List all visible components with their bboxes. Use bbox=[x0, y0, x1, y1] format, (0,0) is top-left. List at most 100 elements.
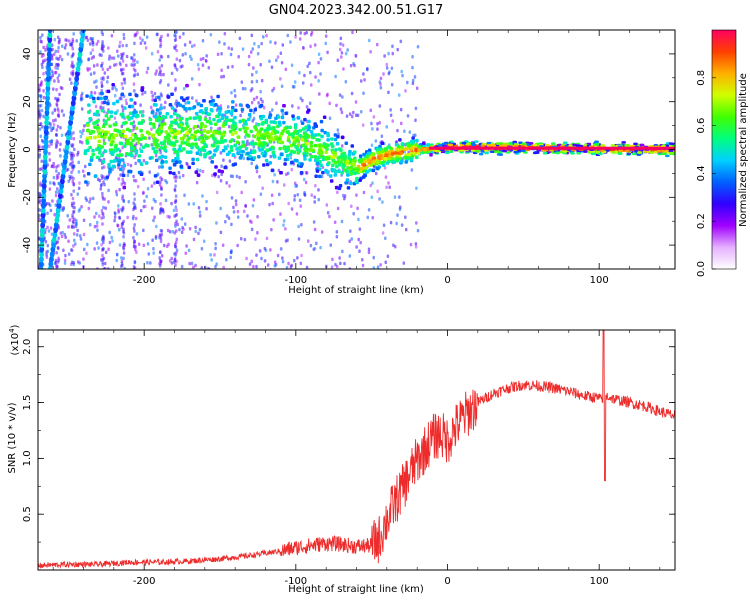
heat-cell bbox=[101, 40, 104, 44]
heat-cell bbox=[252, 66, 255, 70]
heat-cell bbox=[366, 67, 369, 71]
heat-cell bbox=[367, 208, 371, 212]
snr-y-axis-label: SNR (10 * v/v) bbox=[7, 402, 18, 473]
heat-cell bbox=[159, 69, 162, 73]
heat-cell bbox=[196, 102, 201, 106]
diagonal-streak-cell bbox=[49, 256, 54, 263]
heat-cell bbox=[130, 153, 134, 158]
heat-cell bbox=[317, 60, 320, 65]
heat-cell bbox=[395, 221, 398, 226]
heat-cell bbox=[126, 162, 130, 167]
heat-cell bbox=[250, 80, 254, 84]
heat-cell bbox=[80, 107, 84, 111]
heat-cell bbox=[371, 168, 376, 173]
heat-cell bbox=[352, 167, 357, 171]
diagonal-streak-cell bbox=[39, 236, 45, 243]
heat-cell bbox=[60, 109, 64, 113]
heat-cell bbox=[330, 137, 334, 141]
heat-cell bbox=[158, 80, 162, 85]
heat-cell bbox=[289, 40, 292, 44]
heat-cell bbox=[235, 174, 239, 179]
heat-cell bbox=[611, 151, 616, 154]
heat-cell bbox=[334, 185, 339, 190]
heat-cell bbox=[117, 228, 121, 232]
heat-cell bbox=[341, 43, 345, 47]
heat-cell bbox=[353, 159, 357, 163]
heat-cell bbox=[284, 149, 288, 154]
heat-cell bbox=[185, 131, 189, 135]
heat-cell bbox=[57, 236, 60, 240]
heat-cell bbox=[262, 163, 266, 167]
heat-cell bbox=[158, 58, 161, 62]
heat-cell bbox=[42, 114, 45, 119]
heat-cell bbox=[152, 102, 157, 107]
heat-cell bbox=[254, 165, 259, 170]
heat-cell bbox=[324, 168, 328, 173]
heat-cell bbox=[226, 65, 230, 70]
heat-cell bbox=[115, 258, 118, 263]
heat-cell bbox=[258, 148, 262, 152]
heat-cell bbox=[318, 92, 321, 96]
heat-cell bbox=[520, 149, 525, 152]
heat-cell bbox=[56, 35, 60, 39]
heat-cell bbox=[158, 66, 161, 70]
heat-cell bbox=[174, 240, 178, 245]
heat-cell bbox=[358, 178, 362, 182]
chart-title: GN04.2023.342.00.51.G17 bbox=[269, 3, 444, 18]
heat-cell bbox=[255, 169, 259, 174]
heat-cell bbox=[265, 33, 268, 38]
heat-cell bbox=[229, 148, 234, 152]
heat-cell bbox=[196, 62, 200, 67]
heat-cell bbox=[302, 153, 307, 158]
heat-cell bbox=[414, 245, 418, 249]
heat-cell bbox=[150, 134, 155, 139]
diagonal-streak-cell bbox=[44, 109, 50, 117]
diagonal-streak-cell bbox=[42, 173, 47, 180]
heat-cell bbox=[277, 137, 281, 141]
colorbar-tick-label: 0.4 bbox=[696, 165, 707, 181]
heat-cell bbox=[255, 70, 258, 74]
heat-cell bbox=[318, 143, 322, 147]
heat-cell bbox=[133, 41, 136, 46]
heat-cell bbox=[236, 151, 240, 156]
heat-cell bbox=[396, 213, 399, 217]
heat-cell bbox=[245, 103, 250, 108]
heat-cell bbox=[562, 150, 568, 153]
heat-cell bbox=[163, 155, 168, 160]
heat-cell bbox=[51, 47, 54, 52]
heat-cell bbox=[89, 197, 92, 201]
heat-cell bbox=[197, 231, 200, 236]
heat-cell bbox=[352, 162, 356, 166]
heat-cell bbox=[199, 125, 203, 129]
heat-cell bbox=[335, 235, 339, 239]
diagonal-streak-cell bbox=[70, 104, 76, 112]
heat-cell bbox=[309, 140, 313, 145]
heat-cell bbox=[120, 158, 125, 162]
heat-cell bbox=[414, 155, 419, 160]
heat-cell bbox=[109, 114, 114, 119]
heat-cell bbox=[392, 243, 395, 247]
heat-cell bbox=[235, 140, 240, 144]
heat-cell bbox=[118, 61, 122, 65]
heat-cell bbox=[208, 129, 213, 133]
heat-cell bbox=[122, 52, 125, 56]
heat-cell bbox=[188, 54, 192, 59]
heat-cell bbox=[100, 108, 105, 113]
colorbar-tick-label: 0.8 bbox=[696, 70, 707, 86]
heat-cell bbox=[100, 91, 104, 96]
heat-cell bbox=[125, 141, 130, 146]
heat-cell bbox=[177, 170, 181, 175]
heat-cell bbox=[502, 144, 508, 147]
heat-cell bbox=[114, 212, 117, 216]
heat-cell bbox=[73, 238, 76, 243]
heat-cell bbox=[57, 163, 60, 168]
heat-cell bbox=[157, 72, 161, 77]
heat-cell bbox=[414, 148, 418, 152]
heat-cell bbox=[72, 32, 75, 36]
heat-cell bbox=[478, 152, 484, 156]
heat-cell bbox=[159, 39, 163, 43]
heat-cell bbox=[180, 141, 185, 145]
heat-cell bbox=[313, 195, 316, 199]
heat-cell bbox=[90, 56, 94, 60]
heat-cell bbox=[387, 90, 390, 95]
